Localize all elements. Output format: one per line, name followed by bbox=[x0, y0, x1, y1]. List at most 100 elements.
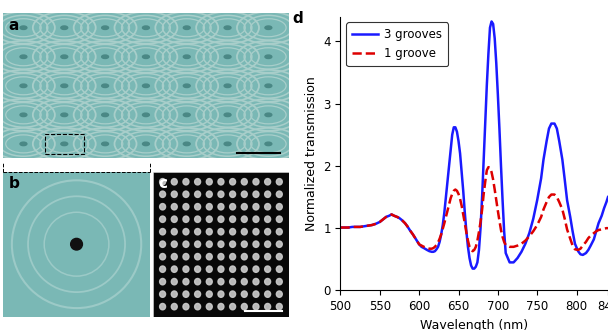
Circle shape bbox=[160, 204, 165, 210]
Circle shape bbox=[171, 304, 178, 310]
Line: 3 grooves: 3 grooves bbox=[340, 21, 608, 269]
Circle shape bbox=[230, 253, 236, 260]
Circle shape bbox=[20, 84, 27, 87]
3 grooves bbox=[337, 225, 344, 229]
Circle shape bbox=[224, 113, 231, 116]
Circle shape bbox=[183, 253, 189, 260]
Circle shape bbox=[195, 216, 201, 222]
Circle shape bbox=[230, 216, 236, 222]
Circle shape bbox=[61, 113, 67, 116]
Circle shape bbox=[276, 228, 282, 235]
3 grooves bbox=[488, 19, 495, 23]
Circle shape bbox=[195, 191, 201, 197]
Circle shape bbox=[276, 279, 282, 285]
Circle shape bbox=[253, 279, 259, 285]
Circle shape bbox=[160, 241, 165, 248]
Circle shape bbox=[276, 204, 282, 210]
Circle shape bbox=[142, 142, 150, 146]
Circle shape bbox=[265, 113, 272, 116]
Circle shape bbox=[241, 279, 247, 285]
Circle shape bbox=[184, 113, 190, 116]
Circle shape bbox=[241, 291, 247, 297]
Circle shape bbox=[276, 304, 282, 310]
Circle shape bbox=[71, 238, 83, 250]
Circle shape bbox=[264, 179, 271, 185]
Circle shape bbox=[218, 216, 224, 222]
Circle shape bbox=[171, 216, 178, 222]
3 grooves bbox=[438, 232, 445, 236]
Circle shape bbox=[264, 241, 271, 248]
Circle shape bbox=[102, 55, 108, 58]
Circle shape bbox=[142, 55, 150, 58]
Circle shape bbox=[20, 142, 27, 146]
Text: c: c bbox=[159, 176, 168, 191]
Circle shape bbox=[183, 291, 189, 297]
Circle shape bbox=[160, 291, 165, 297]
Circle shape bbox=[183, 228, 189, 235]
Circle shape bbox=[253, 179, 259, 185]
Circle shape bbox=[264, 291, 271, 297]
Circle shape bbox=[253, 241, 259, 248]
Circle shape bbox=[61, 84, 67, 87]
Legend: 3 grooves, 1 groove: 3 grooves, 1 groove bbox=[347, 22, 448, 66]
Circle shape bbox=[276, 241, 282, 248]
Circle shape bbox=[241, 228, 247, 235]
Circle shape bbox=[230, 228, 236, 235]
Circle shape bbox=[171, 228, 178, 235]
Circle shape bbox=[230, 304, 236, 310]
Circle shape bbox=[183, 241, 189, 248]
1 groove bbox=[604, 226, 608, 230]
Circle shape bbox=[265, 55, 272, 58]
Circle shape bbox=[265, 26, 272, 29]
Circle shape bbox=[241, 304, 247, 310]
Circle shape bbox=[218, 241, 224, 248]
Circle shape bbox=[230, 241, 236, 248]
Circle shape bbox=[264, 253, 271, 260]
Circle shape bbox=[224, 142, 231, 146]
Circle shape bbox=[184, 55, 190, 58]
Circle shape bbox=[171, 266, 178, 272]
Circle shape bbox=[218, 266, 224, 272]
Circle shape bbox=[20, 113, 27, 116]
Circle shape bbox=[264, 204, 271, 210]
Circle shape bbox=[230, 179, 236, 185]
Circle shape bbox=[195, 204, 201, 210]
Text: a: a bbox=[9, 17, 19, 33]
Circle shape bbox=[184, 84, 190, 87]
1 groove bbox=[353, 225, 360, 229]
Circle shape bbox=[230, 266, 236, 272]
1 groove bbox=[469, 249, 476, 253]
Circle shape bbox=[102, 26, 108, 29]
Circle shape bbox=[253, 253, 259, 260]
Text: b: b bbox=[9, 176, 20, 191]
Circle shape bbox=[171, 291, 178, 297]
Circle shape bbox=[61, 142, 67, 146]
Circle shape bbox=[264, 279, 271, 285]
Circle shape bbox=[241, 253, 247, 260]
Circle shape bbox=[160, 279, 165, 285]
Circle shape bbox=[184, 142, 190, 146]
3 grooves bbox=[469, 267, 476, 271]
Circle shape bbox=[253, 191, 259, 197]
Circle shape bbox=[195, 241, 201, 248]
Circle shape bbox=[102, 142, 108, 146]
Circle shape bbox=[265, 84, 272, 87]
Circle shape bbox=[61, 26, 67, 29]
Circle shape bbox=[195, 279, 201, 285]
3 grooves bbox=[590, 237, 598, 241]
Line: 1 groove: 1 groove bbox=[340, 167, 608, 251]
Circle shape bbox=[206, 266, 212, 272]
Circle shape bbox=[171, 179, 178, 185]
Circle shape bbox=[276, 291, 282, 297]
Circle shape bbox=[206, 179, 212, 185]
Text: d: d bbox=[292, 11, 303, 26]
Circle shape bbox=[241, 204, 247, 210]
Circle shape bbox=[230, 204, 236, 210]
Circle shape bbox=[224, 84, 231, 87]
Circle shape bbox=[224, 26, 231, 29]
Circle shape bbox=[218, 204, 224, 210]
1 groove bbox=[537, 215, 545, 219]
Circle shape bbox=[253, 228, 259, 235]
Circle shape bbox=[183, 304, 189, 310]
Circle shape bbox=[183, 216, 189, 222]
